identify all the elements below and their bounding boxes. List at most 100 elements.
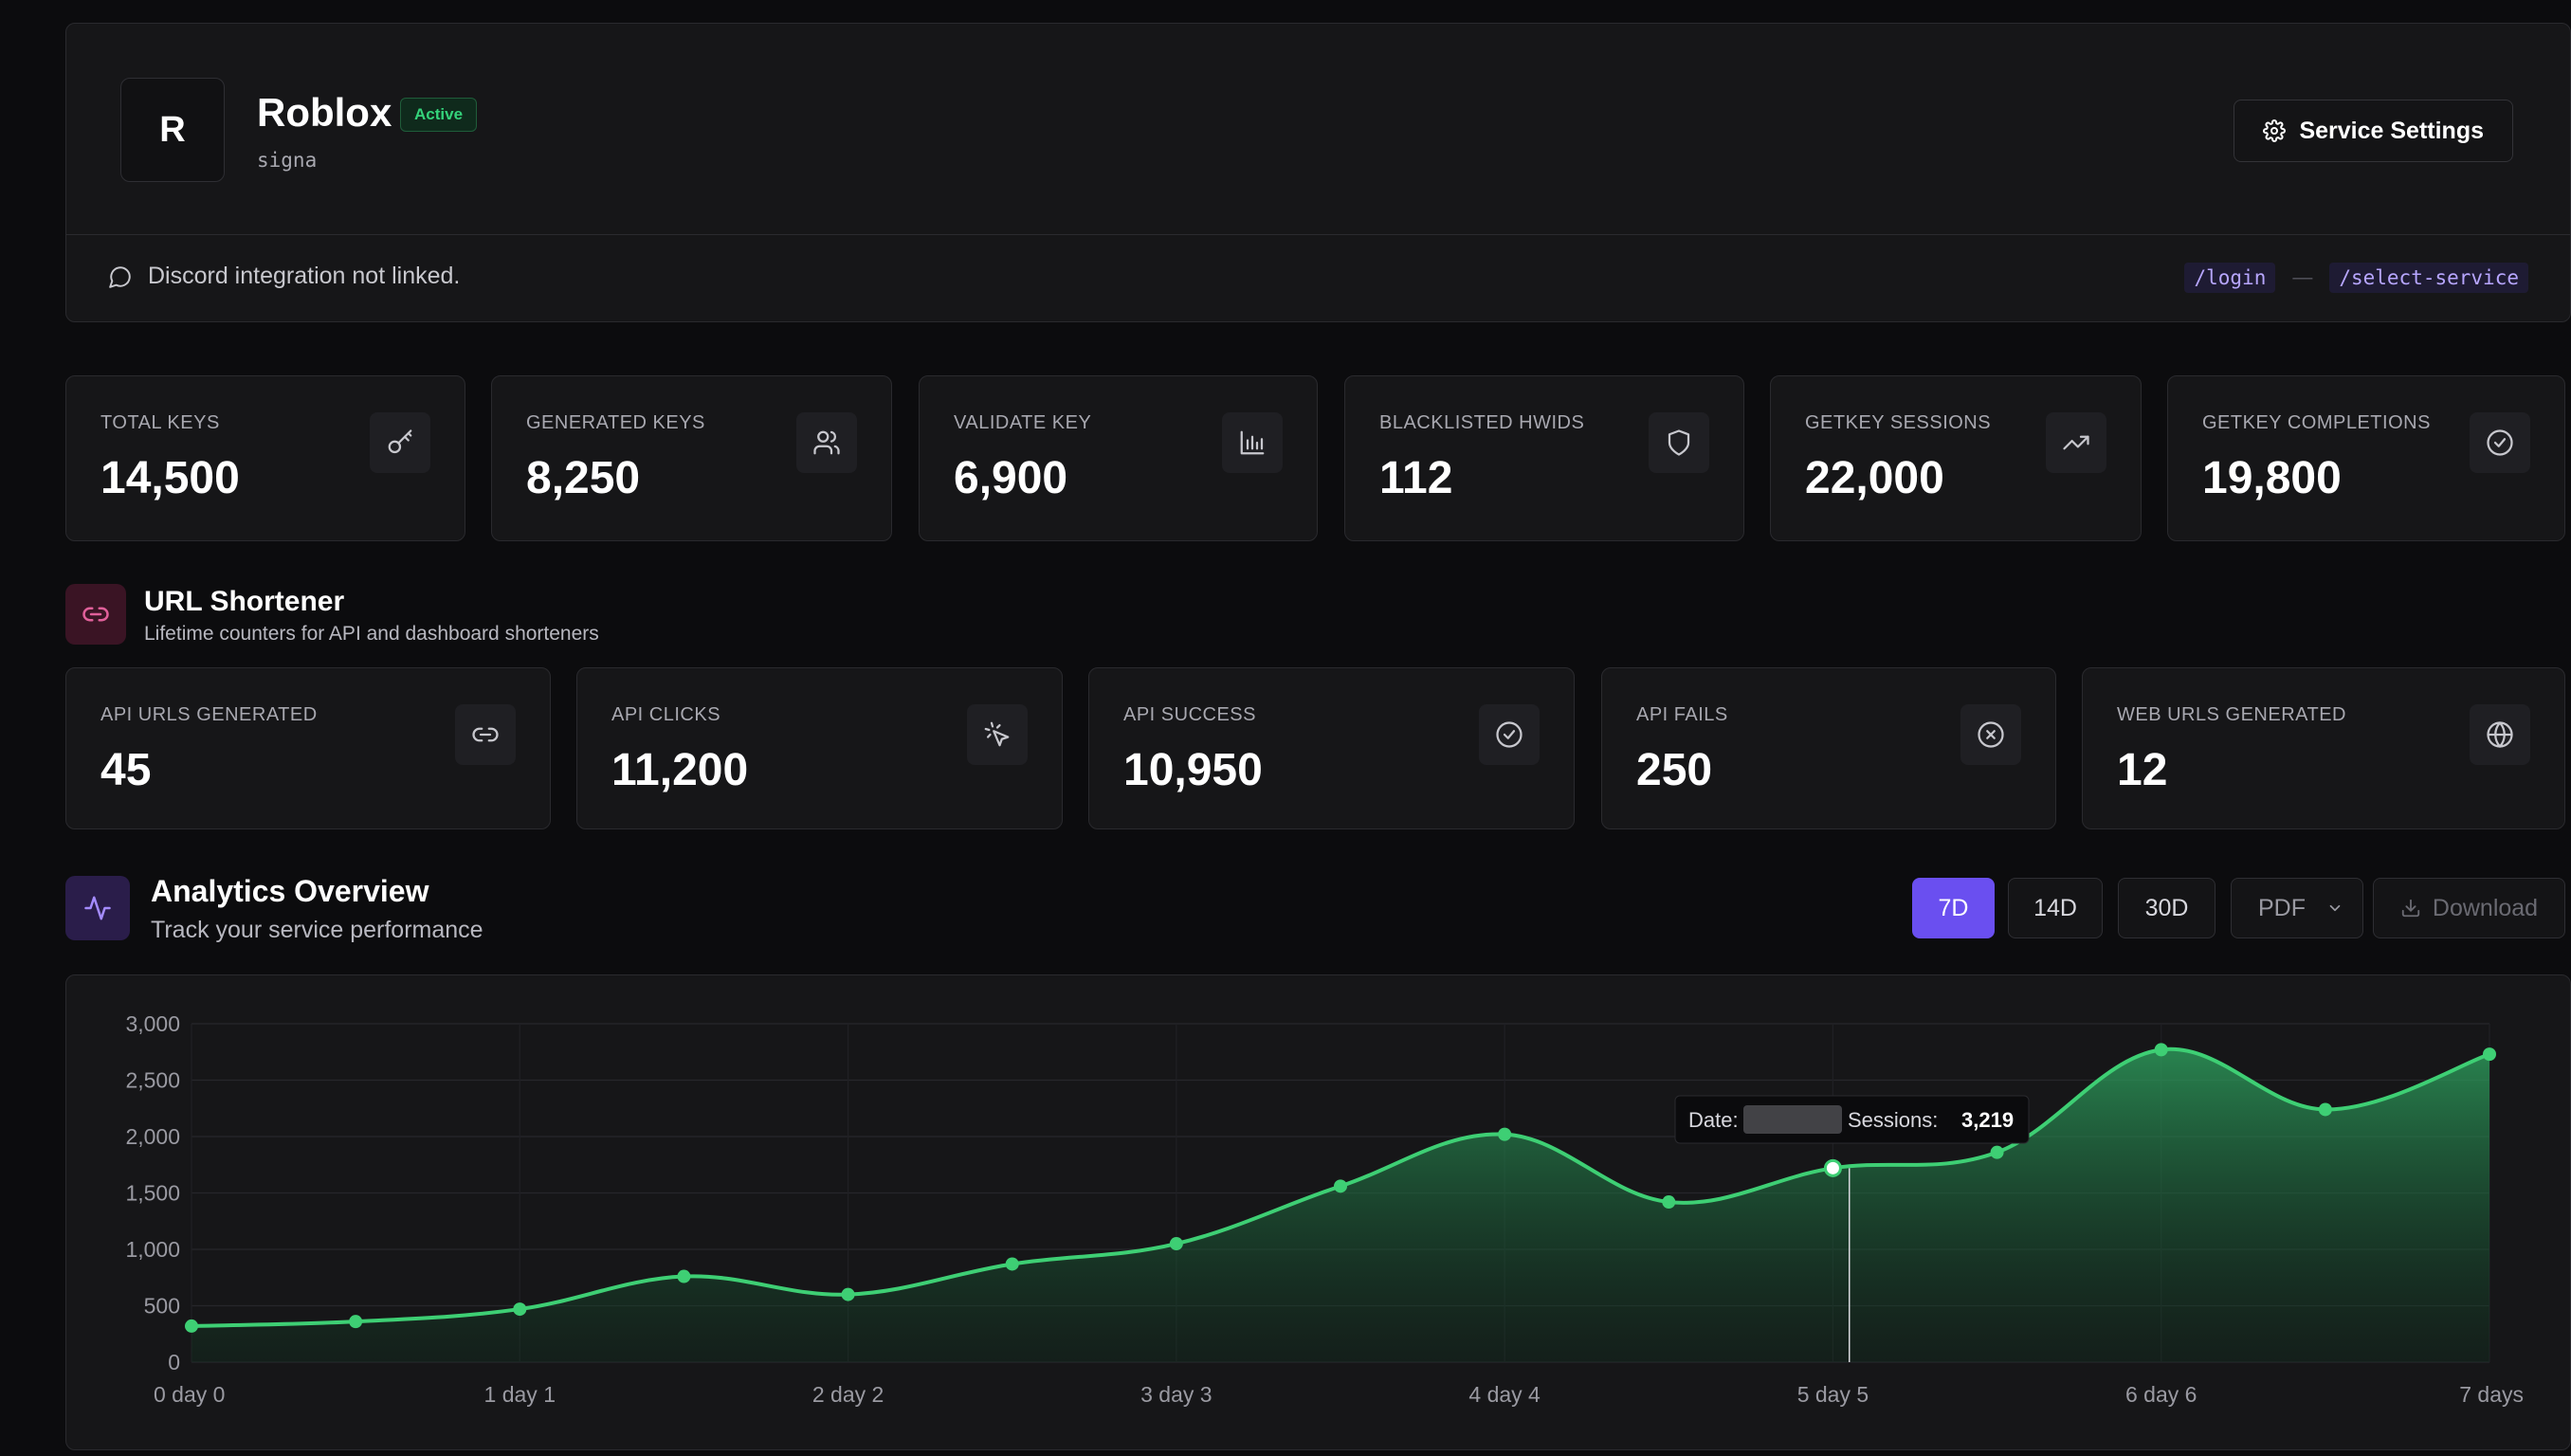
stat-value: 11,200: [611, 745, 749, 795]
x-circle-icon: [1960, 704, 2021, 765]
url-shortener-subtitle: Lifetime counters for API and dashboard …: [144, 623, 599, 645]
x-tick-label: 7 days: [2459, 1382, 2524, 1407]
data-point: [841, 1287, 855, 1301]
x-tick-label: 5 day 5: [1797, 1382, 1869, 1407]
stat-label: API FAILS: [1636, 704, 1728, 725]
highlight-point: [1823, 1158, 1842, 1177]
stat-label: API SUCCESS: [1123, 704, 1256, 725]
stat-label: WEB URLS GENERATED: [2117, 704, 2346, 725]
pointer-click-icon: [967, 704, 1028, 765]
download-button[interactable]: Download: [2373, 878, 2565, 938]
stat-card-web-urls-generated: WEB URLS GENERATED 12: [2082, 667, 2565, 829]
stat-card-generated-keys: GENERATED KEYS 8,250: [491, 375, 892, 541]
export-format-select[interactable]: PDF: [2231, 878, 2363, 938]
tooltip-series-label: Sessions:: [1848, 1108, 1938, 1132]
stat-value: 112: [1379, 453, 1453, 503]
stat-label: GENERATED KEYS: [526, 412, 705, 433]
route-tags: /login — /select-service: [2184, 263, 2528, 293]
shield-icon: [1649, 412, 1709, 473]
stat-card-api-success: API SUCCESS 10,950: [1088, 667, 1575, 829]
analytics-title: Analytics Overview: [151, 874, 429, 908]
x-tick-label: 2 day 2: [812, 1382, 884, 1407]
y-tick-label: 2,000: [125, 1124, 180, 1149]
stat-card-blacklisted-hwids: BLACKLISTED HWIDS 112: [1344, 375, 1744, 541]
tooltip-date-label: Date:: [1688, 1108, 1739, 1132]
header-divider: [66, 234, 2570, 235]
tooltip-value: 3,219: [1961, 1108, 2014, 1132]
data-point: [2318, 1102, 2332, 1117]
x-tick-label: 4 day 4: [1468, 1382, 1541, 1407]
discord-notice-text: Discord integration not linked.: [148, 263, 461, 289]
stat-label: GETKEY SESSIONS: [1805, 412, 1992, 433]
stat-value: 45: [100, 745, 152, 795]
data-point: [1990, 1145, 2004, 1159]
service-avatar: R: [120, 78, 225, 182]
data-point: [513, 1302, 527, 1317]
x-tick-label: 3 day 3: [1140, 1382, 1212, 1407]
link-section-icon: [65, 584, 126, 645]
message-circle-icon: [109, 265, 131, 288]
stat-label: VALIDATE KEY: [954, 412, 1092, 433]
stat-card-getkey-completions: GETKEY COMPLETIONS 19,800: [2167, 375, 2565, 541]
stat-value: 22,000: [1805, 453, 1944, 503]
stat-card-api-clicks: API CLICKS 11,200: [576, 667, 1063, 829]
activity-section-icon: [65, 876, 130, 940]
bar-chart-icon: [1222, 412, 1283, 473]
chevron-down-icon: [2329, 904, 2341, 912]
stat-label: API URLS GENERATED: [100, 704, 318, 725]
data-point: [1498, 1127, 1512, 1141]
data-point: [349, 1315, 363, 1329]
data-point: [2154, 1043, 2168, 1057]
users-icon: [796, 412, 857, 473]
data-point: [1005, 1257, 1019, 1271]
series-area: [191, 1048, 2489, 1362]
download-label: Download: [2432, 894, 2539, 921]
tooltip-redacted-date: [1743, 1105, 1842, 1134]
stat-card-api-urls-generated: API URLS GENERATED 45: [65, 667, 551, 829]
stat-value: 250: [1636, 745, 1713, 795]
stat-value: 8,250: [526, 453, 641, 503]
data-point: [185, 1319, 198, 1333]
stat-card-getkey-sessions: GETKEY SESSIONS 22,000: [1770, 375, 2142, 541]
link-icon: [455, 704, 516, 765]
key-icon: [370, 412, 430, 473]
stat-value: 14,500: [100, 453, 240, 503]
stat-value: 10,950: [1123, 745, 1263, 795]
x-tick-label: 1 day 1: [484, 1382, 556, 1407]
service-header-card: R Roblox Active signa Service Settings D…: [65, 23, 2571, 322]
x-tick-label: 0 day 0: [154, 1382, 225, 1407]
data-point: [1662, 1195, 1676, 1210]
data-point: [677, 1269, 691, 1283]
range-14d-button[interactable]: 14D: [2008, 878, 2103, 938]
service-subtitle: signa: [257, 149, 318, 172]
check-circle-icon: [1479, 704, 1540, 765]
stat-value: 12: [2117, 745, 2168, 795]
stat-value: 19,800: [2202, 453, 2342, 503]
trending-up-icon: [2046, 412, 2106, 473]
range-30d-button[interactable]: 30D: [2118, 878, 2215, 938]
y-tick-label: 1,000: [125, 1237, 180, 1262]
url-shortener-title: URL Shortener: [144, 586, 345, 617]
route-login[interactable]: /login: [2184, 263, 2276, 293]
stat-value: 6,900: [954, 453, 1068, 503]
stat-label: API CLICKS: [611, 704, 721, 725]
service-settings-label: Service Settings: [2299, 117, 2484, 144]
download-icon: [2401, 899, 2420, 918]
export-format-value: PDF: [2258, 894, 2306, 921]
stat-card-api-fails: API FAILS 250: [1601, 667, 2056, 829]
route-select-service[interactable]: /select-service: [2329, 263, 2528, 293]
data-point: [1334, 1179, 1347, 1193]
y-tick-label: 2,500: [125, 1068, 180, 1093]
y-tick-label: 1,500: [125, 1181, 180, 1206]
route-separator: —: [2292, 266, 2313, 288]
stat-card-total-keys: TOTAL KEYS 14,500: [65, 375, 465, 541]
range-7d-button[interactable]: 7D: [1912, 878, 1995, 938]
stat-label: BLACKLISTED HWIDS: [1379, 412, 1585, 433]
service-settings-button[interactable]: Service Settings: [2234, 100, 2513, 162]
data-point: [1169, 1237, 1183, 1251]
service-name: Roblox: [257, 90, 392, 135]
stat-label: GETKEY COMPLETIONS: [2202, 412, 2431, 433]
analytics-chart: 0 500 1,000 1,500 2,000 2,500 3,000 0 day 0 1 da…: [125, 1011, 2524, 1407]
stat-card-validate-key: VALIDATE KEY 6,900: [919, 375, 1318, 541]
gear-icon: [2263, 119, 2287, 142]
